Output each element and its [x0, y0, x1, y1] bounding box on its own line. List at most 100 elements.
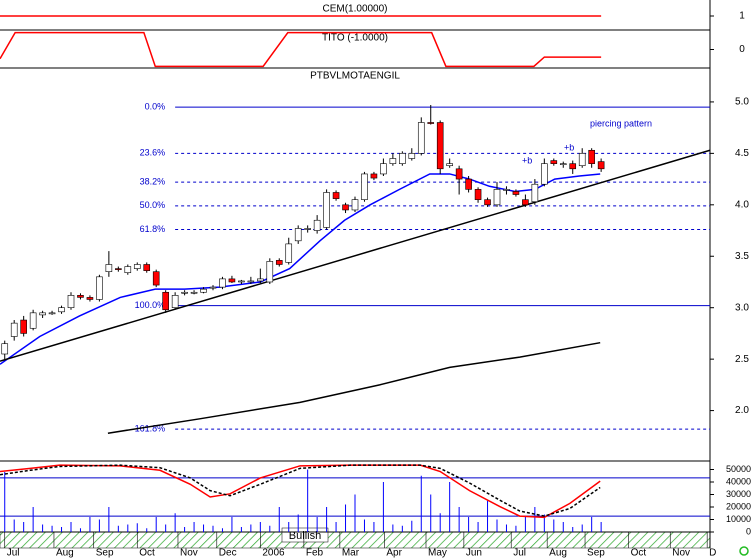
candle-body — [313, 219, 321, 231]
y-tick-label: 4.0 — [735, 199, 749, 210]
candle-body — [578, 153, 586, 167]
candle-body — [455, 168, 463, 180]
candle-body — [597, 161, 605, 170]
x-tick-label: Aug — [56, 548, 74, 558]
candle-body — [266, 261, 274, 283]
y-tick-label: 1 — [739, 11, 745, 22]
candle-body — [474, 189, 482, 200]
y-tick-label: 20000 — [726, 501, 751, 511]
x-tick-label: Jun — [466, 548, 482, 558]
x-tick-label: D — [709, 548, 716, 558]
indicator-line — [0, 31, 602, 68]
candle-body — [29, 312, 37, 329]
fib-label: 23.6% — [140, 148, 166, 158]
candle-body — [1, 343, 9, 355]
candle-body — [77, 295, 84, 298]
candle-body — [10, 322, 18, 337]
y-tick-label: 0 — [739, 44, 745, 55]
candle-body — [228, 278, 236, 283]
candle-body — [209, 286, 217, 289]
y-tick-label: 5.0 — [735, 97, 749, 108]
y-tick-label: 40000 — [726, 476, 751, 486]
candle-body — [115, 268, 122, 270]
candle-body — [171, 295, 179, 308]
candle-body — [522, 199, 529, 206]
x-tick-label: Jul — [7, 548, 20, 558]
y-tick-label: 50000 — [726, 464, 751, 474]
candle-body — [285, 243, 293, 263]
candle-body — [275, 260, 283, 265]
candle-body — [143, 264, 151, 271]
x-tick-label: Sep — [587, 548, 605, 558]
candle-body — [257, 278, 264, 282]
y-tick-label: 10000 — [726, 514, 751, 524]
overlay-line — [0, 149, 711, 362]
fib-label: 38.2% — [140, 177, 166, 187]
panel-title: TITO (-1.0000) — [322, 33, 388, 44]
candle-body — [48, 312, 56, 315]
candle-body — [238, 280, 245, 283]
candle-body — [408, 153, 416, 159]
candle-body — [39, 312, 46, 316]
candle-body — [162, 291, 169, 311]
x-tick-label: Aug — [549, 548, 567, 558]
candle-body — [436, 122, 444, 170]
candle-body — [399, 153, 406, 164]
candle-body — [559, 163, 567, 165]
candle-body — [342, 204, 349, 211]
candle-body — [124, 266, 132, 274]
y-tick-label: 2.5 — [735, 354, 749, 365]
candle-body — [588, 149, 595, 164]
candle-body — [200, 288, 207, 293]
candle-body — [323, 192, 330, 228]
candle-body — [417, 122, 425, 154]
x-tick-label: 2006 — [262, 548, 285, 558]
candle-body — [389, 158, 397, 164]
x-tick-label: Nov — [672, 548, 690, 558]
y-tick-label: 3.0 — [735, 302, 749, 313]
x-tick-label: Sep — [96, 548, 114, 558]
x-tick-label: Oct — [631, 548, 647, 558]
candle-body — [541, 163, 548, 185]
candle-body — [190, 291, 198, 294]
fib-label: 161.8% — [135, 423, 166, 433]
candle-body — [361, 173, 368, 200]
y-tick-label: 30000 — [726, 489, 751, 499]
candle-body — [569, 163, 577, 170]
candle-body — [67, 295, 75, 308]
candle-body — [181, 291, 188, 294]
candle-body — [427, 122, 435, 124]
status-icon — [739, 546, 749, 556]
y-tick-label: 0 — [746, 526, 751, 536]
candle-body — [465, 178, 472, 190]
candle-body — [446, 163, 453, 167]
candle-body — [105, 264, 113, 272]
panel-title: PTBVLMOTAENGIL — [310, 71, 400, 82]
candle-body — [503, 189, 510, 191]
candle-body — [304, 228, 311, 230]
candle-body — [351, 199, 359, 211]
candle-body — [133, 264, 141, 269]
annotation: +b — [564, 142, 574, 152]
candle-body — [380, 163, 387, 175]
candle-body — [531, 183, 539, 203]
signal-label: Bullish — [289, 530, 321, 542]
fib-label: 100.0% — [135, 300, 166, 310]
y-tick-label: 2.0 — [735, 405, 749, 416]
annotation: +b — [522, 155, 532, 165]
candle-body — [96, 276, 103, 300]
overlay-line — [0, 173, 601, 365]
fib-label: 0.0% — [145, 101, 166, 111]
candle-body — [493, 189, 501, 206]
candle-body — [58, 307, 65, 313]
x-tick-label: Oct — [139, 548, 155, 558]
y-tick-label: 3.5 — [735, 251, 749, 262]
signal-band — [0, 531, 711, 549]
annotation: piercing pattern — [590, 118, 652, 128]
panel-title: CEM(1.00000) — [322, 4, 387, 15]
candle-body — [512, 191, 520, 195]
x-tick-label: Feb — [306, 548, 324, 558]
